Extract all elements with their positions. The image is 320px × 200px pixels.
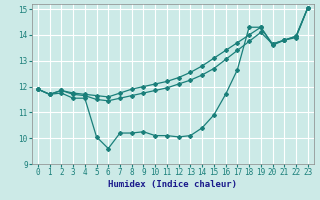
X-axis label: Humidex (Indice chaleur): Humidex (Indice chaleur) [108,180,237,189]
